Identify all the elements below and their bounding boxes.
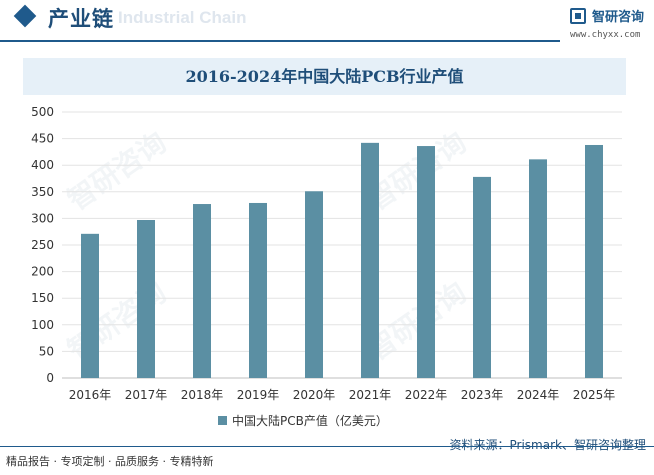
y-tick-label: 50 [39, 344, 54, 358]
header-watermark: Industrial Chain [118, 8, 247, 27]
bar-chart: 0 50 100 150 200 250 300 350 400 450 500 2016年 2017年… [31, 105, 622, 428]
chart-title-bar: 2016-2024年中国大陆PCB行业产值 [23, 58, 626, 95]
x-tick-label: 2020年 [293, 388, 336, 402]
y-tick-label: 200 [31, 265, 54, 279]
y-tick-label: 150 [31, 291, 54, 305]
header: 产业链 Industrial Chain 智研咨询 www.chyxx.com [0, 0, 654, 42]
y-tick-label: 500 [31, 105, 54, 119]
legend-label: 中国大陆PCB产值（亿美元） [232, 413, 388, 428]
page-title: 产业链 [48, 7, 114, 31]
logo-url: www.chyxx.com [570, 30, 641, 40]
y-tick-label: 300 [31, 211, 54, 225]
x-tick-label: 2024年 [517, 388, 560, 402]
bar [249, 202, 267, 378]
y-tick-label: 250 [31, 238, 54, 252]
x-tick-label: 2019年 [237, 388, 280, 402]
bar [417, 146, 435, 378]
y-tick-label: 450 [31, 132, 54, 146]
x-tick-label: 2018年 [181, 388, 224, 402]
x-tick-label: 2023年 [461, 388, 504, 402]
x-tick-label: 2022年 [405, 388, 448, 402]
bar [361, 142, 379, 378]
bar [473, 176, 491, 378]
x-tick-label: 2017年 [125, 388, 168, 402]
bar [137, 219, 155, 378]
y-tick-label: 400 [31, 158, 54, 172]
bar [585, 144, 603, 378]
footer-slogan: 精品报告 · 专项定制 · 品质服务 · 专精特新 [6, 455, 214, 468]
bar [529, 159, 547, 378]
x-tick-label: 2025年 [573, 388, 616, 402]
x-tick-label: 2021年 [349, 388, 392, 402]
logo-name: 智研咨询 [592, 10, 645, 25]
logo-icon [570, 8, 586, 24]
footer-divider [0, 446, 654, 447]
logo: 智研咨询 www.chyxx.com [570, 6, 650, 42]
legend-swatch [218, 416, 227, 425]
header-divider [0, 40, 560, 42]
y-tick-label: 100 [31, 318, 54, 332]
x-tick-label: 2016年 [69, 388, 112, 402]
bar [193, 204, 211, 378]
y-tick-label: 350 [31, 185, 54, 199]
bar [81, 233, 99, 378]
chart-title: 2016-2024年中国大陆PCB行业产值 [185, 67, 464, 86]
y-tick-label: 0 [46, 371, 54, 385]
source-note: 资料来源：Prismark、智研咨询整理 [449, 438, 646, 452]
bar [305, 191, 323, 378]
